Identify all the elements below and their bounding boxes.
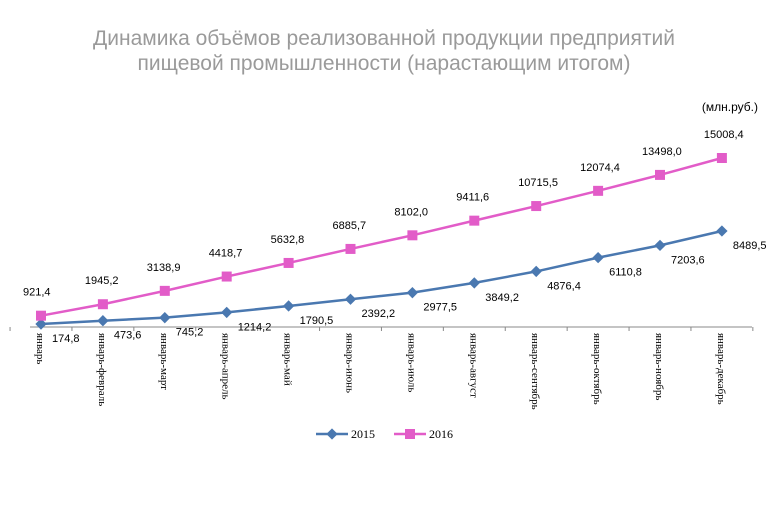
data-point-2016 bbox=[97, 299, 108, 310]
x-tick-label: январь-февраль bbox=[96, 333, 108, 406]
x-tick-label: январь-июль bbox=[405, 333, 417, 392]
data-point-2016 bbox=[469, 215, 480, 226]
data-point-2015 bbox=[97, 315, 109, 327]
chart-title-line2: пищевой промышленности (нарастающим итог… bbox=[137, 52, 631, 75]
data-label-2015: 2392,2 bbox=[362, 308, 396, 320]
points-layer bbox=[35, 153, 728, 330]
data-label-2016: 15008,4 bbox=[704, 129, 744, 141]
data-point-2016 bbox=[159, 285, 170, 296]
x-tick-label: январь-август bbox=[467, 333, 479, 398]
data-label-2016: 5632,8 bbox=[271, 234, 305, 246]
data-label-2015: 7203,6 bbox=[671, 254, 705, 266]
data-point-2015 bbox=[654, 239, 666, 252]
lines-layer bbox=[40, 156, 723, 326]
data-point-2016 bbox=[221, 271, 232, 282]
x-tick-label: январь-март bbox=[158, 333, 170, 390]
data-point-2016 bbox=[716, 153, 727, 163]
data-label-2016: 13498,0 bbox=[642, 146, 682, 158]
data-label-2015: 8489,5 bbox=[733, 240, 767, 252]
data-point-2015 bbox=[468, 277, 480, 289]
data-label-2015: 2977,5 bbox=[423, 302, 457, 314]
x-tick-label: январь-апрель bbox=[220, 333, 232, 400]
data-label-2015: 745,2 bbox=[176, 327, 204, 339]
data-label-2016: 10715,5 bbox=[518, 177, 558, 189]
data-point-2016 bbox=[531, 201, 542, 212]
data-label-2015: 3849,2 bbox=[485, 292, 519, 304]
data-point-2015 bbox=[159, 312, 171, 324]
data-label-2016: 8102,0 bbox=[394, 206, 428, 218]
data-point-2015 bbox=[282, 300, 295, 312]
data-label-2016: 9411,6 bbox=[456, 192, 489, 204]
x-tick-label: январь bbox=[34, 333, 46, 364]
data-point-2016 bbox=[407, 230, 418, 241]
chart-title-line1: Динамика объёмов реализованной продукции… bbox=[93, 27, 675, 50]
data-label-2015: 1214,2 bbox=[238, 321, 272, 333]
legend: 2015 2016 bbox=[316, 427, 453, 441]
data-point-2015 bbox=[530, 265, 542, 278]
data-point-2015 bbox=[344, 293, 357, 305]
data-label-2015: 174,8 bbox=[52, 333, 80, 345]
data-label-2015: 4876,4 bbox=[547, 280, 581, 292]
data-point-2016 bbox=[593, 185, 604, 196]
data-point-2015 bbox=[35, 318, 47, 330]
legend-marker-2016 bbox=[405, 429, 415, 439]
unit-label: (млн.руб.) bbox=[701, 100, 758, 114]
series-line-2016 bbox=[40, 156, 723, 317]
legend-marker-2015 bbox=[326, 428, 338, 440]
x-tick-label: январь-октябрь bbox=[591, 333, 603, 405]
data-label-2015: 1790,5 bbox=[300, 315, 334, 327]
data-point-2015 bbox=[406, 287, 419, 299]
legend-label-2016: 2016 bbox=[429, 427, 453, 441]
data-point-2015 bbox=[716, 225, 728, 237]
data-label-2016: 3138,9 bbox=[147, 262, 181, 274]
x-tick-label: январь-июнь bbox=[344, 333, 356, 393]
x-tick-label: январь-декабрь bbox=[715, 333, 727, 405]
data-point-2015 bbox=[592, 251, 604, 264]
data-point-2016 bbox=[345, 243, 356, 254]
x-tick-label: январь-май bbox=[282, 333, 294, 386]
data-label-2015: 6110,8 bbox=[609, 267, 642, 279]
x-tick-label: январь-ноябрь bbox=[653, 333, 665, 400]
series-line-2015 bbox=[40, 229, 723, 326]
legend-label-2015: 2015 bbox=[351, 427, 375, 441]
data-label-2016: 1945,2 bbox=[85, 275, 119, 287]
x-tick-label: январь-сентябрь bbox=[529, 333, 541, 410]
data-point-2016 bbox=[283, 257, 294, 268]
data-label-2016: 921,4 bbox=[23, 287, 51, 299]
data-label-2016: 6885,7 bbox=[333, 220, 367, 232]
data-point-2015 bbox=[221, 306, 233, 319]
labels-layer: 921,4 1945,2 3138,9 4418,7 5632,8 6885,7 8102,… bbox=[23, 129, 767, 345]
axis-layer: январь январь-февраль январь-март январь-ап… bbox=[9, 326, 754, 410]
data-label-2016: 12074,4 bbox=[580, 162, 620, 174]
data-point-2016 bbox=[36, 310, 46, 321]
data-label-2015: 473,6 bbox=[114, 330, 142, 342]
data-label-2016: 4418,7 bbox=[209, 248, 243, 260]
data-point-2016 bbox=[655, 169, 665, 180]
chart-title: Динамика объёмов реализованной продукции… bbox=[0, 26, 768, 76]
